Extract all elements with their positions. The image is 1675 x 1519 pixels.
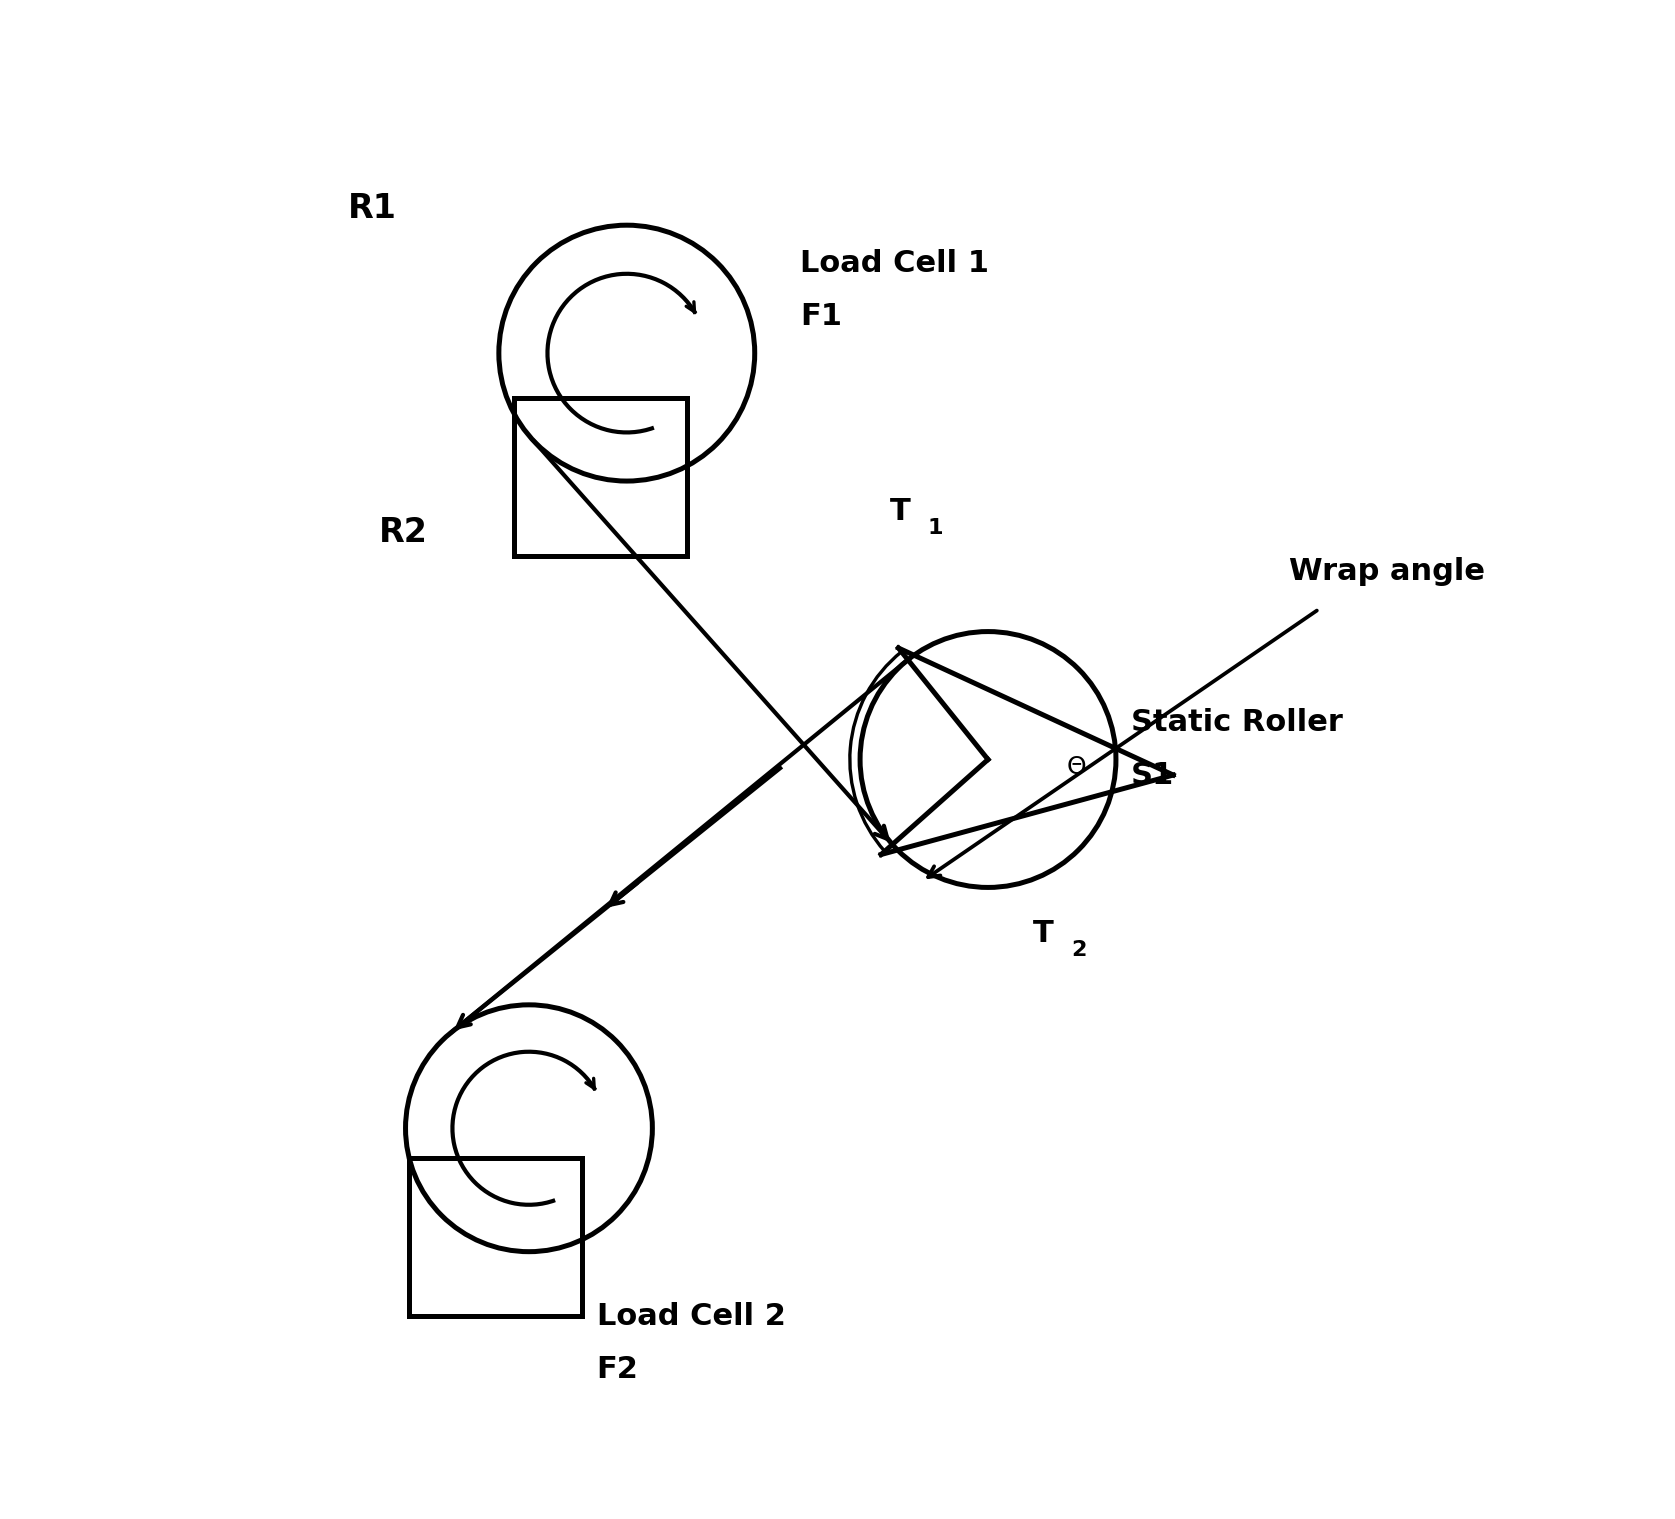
Bar (409, 1159, 581, 1317)
Text: S1: S1 (1131, 761, 1174, 790)
Text: Load Cell 1: Load Cell 1 (801, 249, 988, 278)
Text: F1: F1 (801, 302, 843, 331)
Text: Static Roller: Static Roller (1131, 708, 1343, 737)
Bar (514, 398, 687, 556)
Text: R1: R1 (348, 193, 397, 225)
Text: R2: R2 (379, 516, 427, 548)
Text: $\Theta$: $\Theta$ (1067, 755, 1087, 779)
Text: Wrap angle: Wrap angle (1290, 557, 1486, 586)
Text: T: T (1033, 919, 1054, 948)
Text: 2: 2 (1070, 940, 1085, 960)
Text: F2: F2 (596, 1355, 638, 1384)
Text: 1: 1 (928, 518, 943, 538)
Text: Load Cell 2: Load Cell 2 (596, 1302, 786, 1332)
Text: T: T (889, 497, 911, 526)
